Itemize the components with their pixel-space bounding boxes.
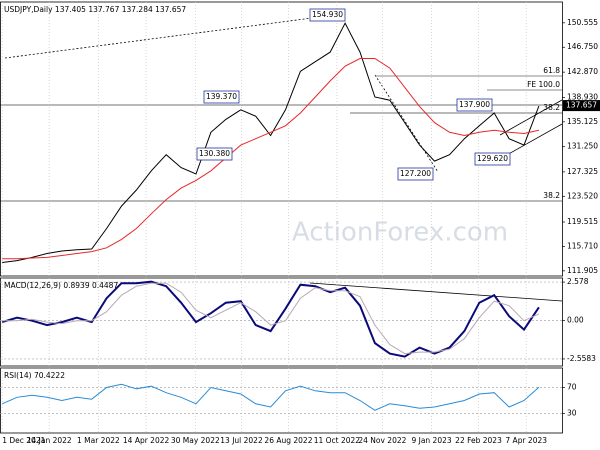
last-price-box [563,100,600,112]
x-tick-label: 7 Apr 2023 [505,436,547,445]
pivot-box [203,90,240,104]
panel-frame [0,277,563,367]
series-line [2,22,540,263]
panel-title: RSI(14) 70.4222 [4,371,65,380]
x-tick-label: 30 May 2022 [171,436,220,445]
watermark: ActionForex.com [292,218,508,248]
y-tick-label: 138.930 [567,92,598,101]
series-line [2,58,540,260]
series-line [2,383,540,411]
y-tick-label: 2.578 [567,277,589,286]
y-tick-label: 123.520 [567,191,598,200]
x-tick-label: 1 Dec 2021 [2,436,45,445]
y-tick-label: 119.515 [567,217,598,226]
level-label: 38.2 [543,191,560,200]
level-label: FE 100.0 [527,80,560,89]
x-tick-label: 14 Jan 2022 [27,436,72,445]
pivot-box [456,98,493,112]
pivot-box [309,8,346,22]
level-label: 61.8 [543,66,560,75]
macd-trendline [309,282,563,302]
x-tick-label: 11 Oct 2022 [314,436,361,445]
y-tick-label: -2.5583 [567,354,596,363]
y-tick-label: 127.325 [567,167,598,176]
y-tick-label: 131.250 [567,142,598,151]
y-tick-label: 30 [567,409,577,418]
y-tick-label: 146.750 [567,42,598,51]
y-tick-label: 142.870 [567,67,598,76]
x-tick-label: 13 Jul 2022 [220,436,263,445]
x-tick-label: 26 Aug 2022 [264,436,312,445]
pivot-label: 130.380 [199,149,230,158]
y-tick-label: 150.555 [567,18,598,27]
series-line [1,280,540,358]
x-tick-label: 14 Apr 2022 [123,436,170,445]
level-label: 38.2 [543,103,560,112]
pivot-label: 127.200 [400,169,431,178]
trendline [374,74,439,173]
pivot-label: 129.620 [477,154,508,163]
series-line [2,282,540,355]
panel-frame [0,1,563,277]
panel-frame [0,367,563,434]
pivot-box [397,167,434,181]
y-tick-label: 70 [567,383,577,392]
pivot-label: 154.930 [312,10,343,19]
channel-line [499,99,563,136]
last-price-label: 137.657 [566,101,597,110]
pivot-box [474,152,511,166]
x-tick-label: 24 Nov 2022 [358,436,406,445]
panel-title: USDJPY,Daily 137.405 137.767 137.284 137… [4,5,186,14]
trendline [4,13,344,59]
x-tick-label: 9 Jan 2023 [411,436,451,445]
y-tick-label: 111.905 [567,266,598,275]
channel-line [504,123,563,157]
pivot-box [196,147,233,161]
y-tick-label: 135.125 [567,117,598,126]
x-tick-label: 22 Feb 2023 [455,436,502,445]
panel-title: MACD(12,26,9) 0.8939 0.4487 [4,281,118,290]
y-tick-label: 115.710 [567,241,598,250]
pivot-label: 139.370 [206,92,237,101]
x-tick-label: 1 Mar 2022 [77,436,120,445]
y-tick-label: 0.00 [567,316,584,325]
pivot-label: 137.900 [459,100,490,109]
